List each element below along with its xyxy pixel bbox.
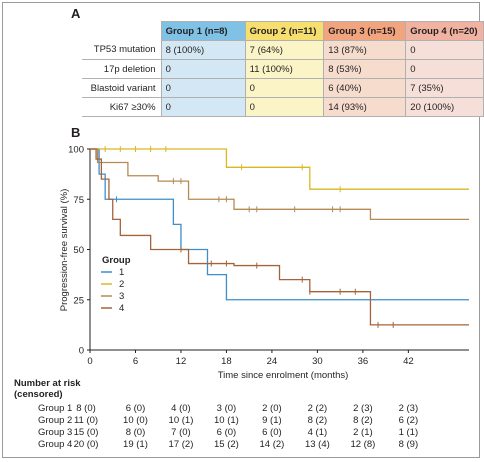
risk-table-cell: 2 (1) (353, 427, 373, 438)
table-header-row: Group 1 (n=8) Group 2 (n=11) Group 3 (n=… (82, 21, 484, 41)
table-cell: 0 (160, 78, 246, 98)
survival-curve-group-3 (90, 148, 469, 220)
table-cell: 0 (405, 40, 484, 60)
table-cell: 11 (100%) (244, 59, 325, 79)
x-tick-label: 30 (312, 356, 323, 367)
risk-table-row: Group 2 11 (0) 10 (0) 10 (1) 10 (1) 9 (1) 8 (2… (0, 415, 484, 427)
header-group-2: Group 2 (n=11) (244, 21, 325, 41)
risk-table-cell: 13 (4) (304, 439, 330, 450)
risk-table-cell: 10 (1) (214, 415, 239, 426)
risk-table-cell: 2 (0) (262, 403, 282, 414)
risk-table-cell: 6 (0) (125, 403, 146, 414)
table-row: TP53 mutation 8 (100%) 7 (64%) 13 (87%) … (82, 40, 484, 60)
risk-row-group-label: Group 4 (38, 439, 73, 450)
table-cell: 7 (35%) (405, 78, 484, 98)
risk-row-group-label: Group 2 (38, 415, 73, 426)
risk-table-cell: 14 (2) (259, 439, 285, 450)
table-cell: 8 (53%) (323, 59, 407, 79)
table-cell: 0 (160, 97, 246, 117)
risk-table-cell: 20 (0) (73, 439, 99, 450)
risk-table-cell: 8 (9) (398, 439, 419, 450)
risk-table-cell: 15 (0) (73, 427, 99, 438)
y-tick-label: 100 (68, 145, 84, 156)
legend-label-group-4: 4 (119, 303, 124, 314)
table-cell: 14 (93%) (323, 97, 407, 117)
table-cell: 6 (40%) (323, 78, 407, 98)
risk-table-cell: 6 (2) (398, 415, 419, 426)
row-label: 17p deletion (82, 59, 162, 79)
risk-table-cell: 2 (2) (307, 403, 328, 414)
risk-table-cell: 10 (0) (123, 415, 148, 426)
table-cell: 0 (160, 59, 246, 79)
risk-table-cell: 2 (3) (353, 403, 373, 414)
header-group-1: Group 1 (n=8) (160, 21, 246, 41)
risk-table-row: Group 3 15 (0) 8 (0) 7 (0) 6 (0) 6 (0) 4 (1) 2 … (0, 427, 484, 439)
risk-row-group-label: Group 1 (38, 403, 73, 414)
x-tick-label: 18 (221, 356, 232, 367)
table-row: Blastoid variant 0 0 6 (40%) 7 (35%) (82, 78, 484, 98)
table-cell: 13 (87%) (323, 40, 407, 60)
risk-table-cell: 8 (0) (125, 427, 146, 438)
row-label: TP53 mutation (82, 40, 162, 60)
risk-table-cell: 8 (2) (307, 415, 328, 426)
table-row: 17p deletion 0 11 (100%) 8 (53%) 0 (82, 59, 484, 79)
risk-table-cell: 4 (0) (171, 403, 191, 414)
table-cell: 0 (405, 59, 484, 79)
risk-table-cell: 8 (0) (76, 403, 96, 414)
row-label: Ki67 ≥30% (82, 97, 162, 117)
x-tick-label: 42 (403, 356, 414, 367)
legend-label-group-2: 2 (119, 279, 124, 290)
group-characteristics-table: Group 1 (n=8) Group 2 (n=11) Group 3 (n=… (82, 21, 484, 117)
risk-table-row: Group 4 20 (0) 19 (1) 17 (2) 15 (2) 14 (2) 13 … (0, 439, 484, 451)
panel-b-label: B (71, 125, 81, 140)
risk-table-cell: 17 (2) (168, 439, 194, 450)
y-tick-label: 50 (73, 245, 84, 256)
risk-table-cell: 1 (1) (398, 427, 419, 438)
risk-table-cell: 6 (0) (262, 427, 282, 438)
risk-table-cell: 6 (0) (216, 427, 237, 438)
risk-table-cell: 9 (1) (262, 415, 282, 426)
risk-table-cell: 4 (1) (307, 427, 328, 438)
y-tick-label: 75 (73, 195, 84, 206)
y-tick-label: 0 (79, 346, 84, 357)
x-tick-label: 24 (267, 356, 278, 367)
legend-label-group-3: 3 (119, 291, 124, 302)
risk-table-cell: 19 (1) (123, 439, 148, 450)
header-group-3: Group 3 (n=15) (323, 21, 407, 41)
legend-title: Group (102, 255, 131, 266)
legend-label-group-1: 1 (119, 267, 124, 278)
risk-table-cell: 11 (0) (73, 415, 99, 426)
risk-table-cell: 15 (2) (214, 439, 239, 450)
risk-table-cell: 8 (2) (353, 415, 373, 426)
table-cell: 20 (100%) (405, 97, 484, 117)
table-cell: 0 (244, 97, 325, 117)
table-row: Ki67 ≥30% 0 0 14 (93%) 20 (100%) (82, 97, 484, 117)
table-cell: 7 (64%) (244, 40, 325, 60)
panel-a-label: A (71, 6, 81, 21)
x-tick-label: 36 (358, 356, 369, 367)
survival-curve-group-2 (90, 148, 469, 190)
survival-curve-group-4 (90, 148, 469, 326)
risk-table-cell: 3 (0) (216, 403, 237, 414)
risk-table-cell: 12 (8) (350, 439, 376, 450)
risk-table-title: Number at risk (censored) (14, 378, 81, 400)
x-tick-label: 6 (133, 356, 138, 367)
risk-table-cell: 10 (1) (168, 415, 194, 426)
figure-frame (2, 2, 480, 458)
row-label: Blastoid variant (82, 78, 162, 98)
y-tick-label: 25 (73, 295, 84, 306)
y-axis-label: Progression-free survival (%) (59, 189, 70, 311)
risk-table-cell: 2 (3) (398, 403, 419, 414)
x-tick-label: 0 (87, 356, 92, 367)
risk-row-group-label: Group 3 (38, 427, 73, 438)
table-cell: 8 (100%) (160, 40, 246, 60)
header-group-4: Group 4 (n=20) (405, 21, 484, 41)
x-axis-label: Time since enrolment (months) (218, 370, 349, 381)
x-tick-label: 12 (176, 356, 187, 367)
risk-table-cell: 7 (0) (171, 427, 191, 438)
table-cell: 0 (244, 78, 325, 98)
